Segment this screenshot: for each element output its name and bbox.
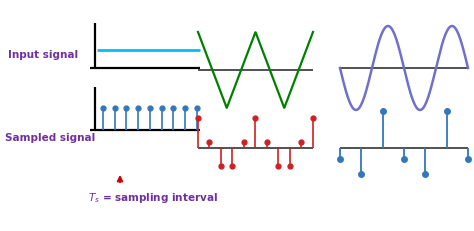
Text: Sampled signal: Sampled signal [5,133,95,143]
Text: Input signal: Input signal [8,50,78,60]
Text: $\mathit{T_s}$ = sampling interval: $\mathit{T_s}$ = sampling interval [88,191,218,205]
